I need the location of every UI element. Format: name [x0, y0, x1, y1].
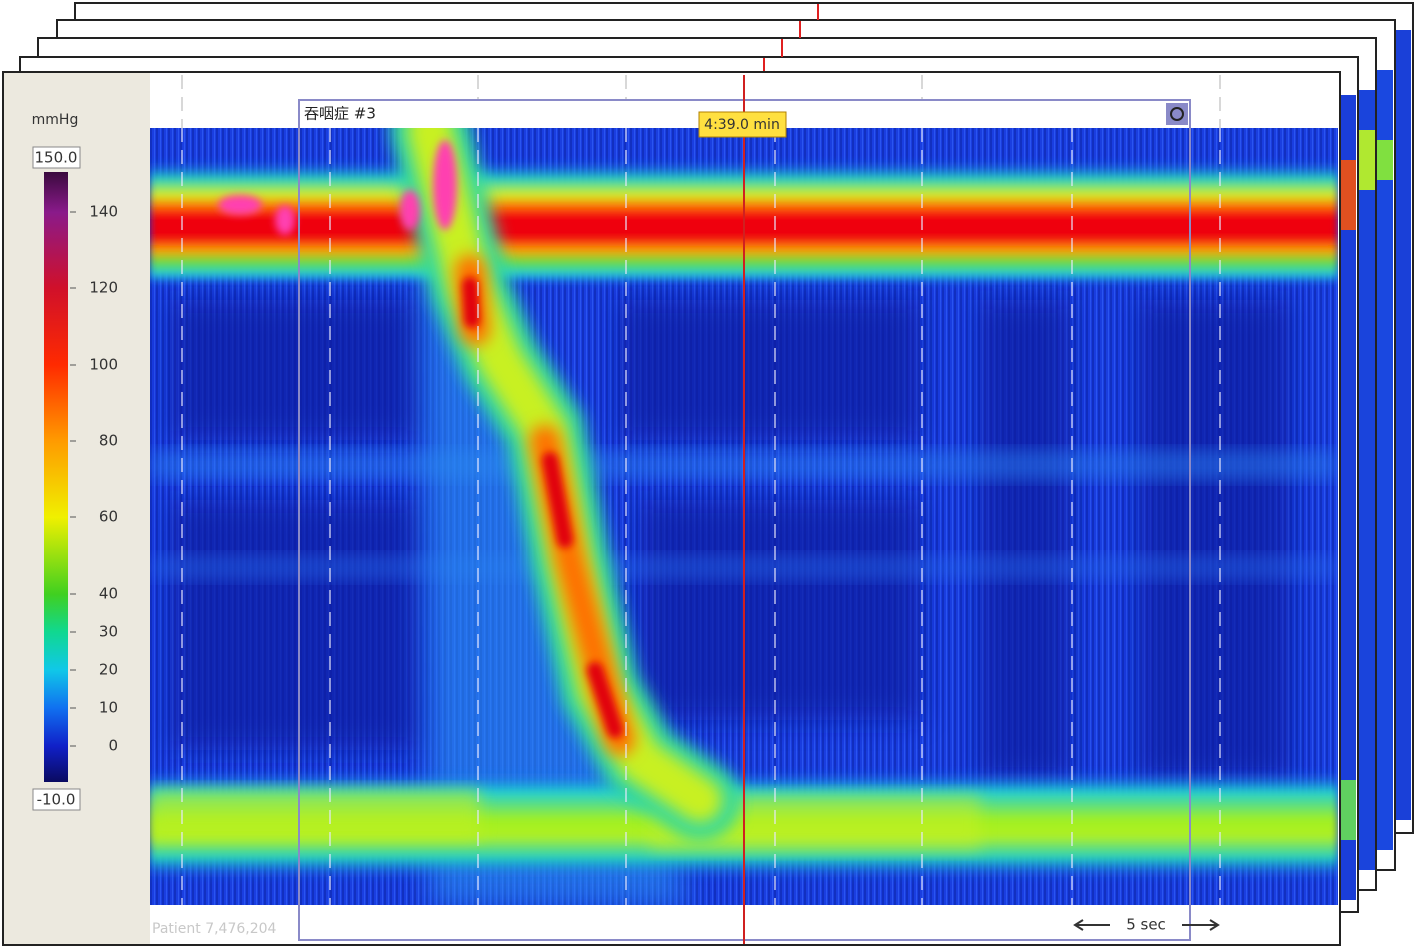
- tick-label: 60: [99, 508, 118, 526]
- tick-label: 40: [99, 585, 118, 603]
- tick-label: 0: [108, 737, 118, 755]
- tick-label: 140: [89, 203, 118, 221]
- time-label-box: [698, 111, 787, 138]
- min-box[interactable]: [32, 788, 81, 811]
- scale-bar: [1073, 919, 1220, 931]
- max-label: 150.0: [35, 149, 78, 167]
- left-panel: [4, 73, 150, 944]
- scale-bar-label: 5 sec: [1126, 916, 1166, 934]
- tick-label: 100: [89, 356, 118, 374]
- patient-id: Patient 7,476,204: [152, 921, 277, 937]
- max-box[interactable]: [32, 146, 81, 169]
- tick-label: 10: [99, 699, 118, 717]
- selection-title: 吞咽症 #3: [304, 105, 376, 123]
- top-grid: [181, 75, 1221, 128]
- tick-label: 20: [99, 661, 118, 679]
- tick-label: 80: [99, 432, 118, 450]
- unit-label: mmHg: [32, 112, 79, 128]
- tick-label: 120: [89, 279, 118, 297]
- tick-label: 30: [99, 623, 118, 641]
- min-label: -10.0: [37, 791, 76, 809]
- close-button[interactable]: [1166, 103, 1188, 125]
- time-label: 4:39.0 min: [704, 117, 780, 133]
- colorbar: [44, 172, 68, 782]
- close-icon: [1170, 107, 1184, 121]
